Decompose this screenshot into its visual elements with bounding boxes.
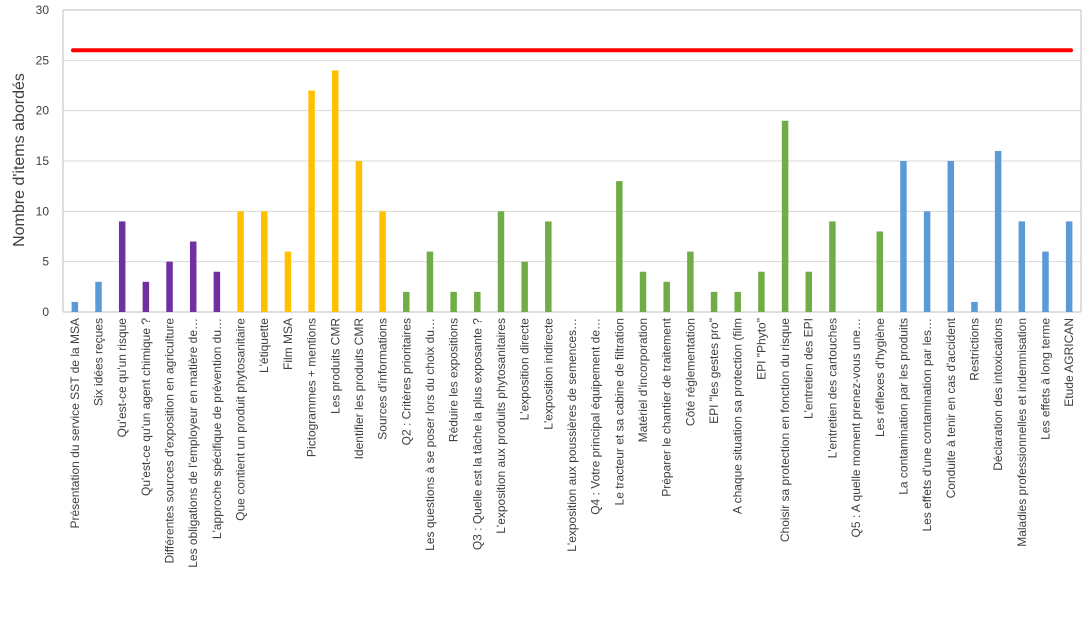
x-tick-label: Etude AGRICAN	[1062, 318, 1076, 407]
bar	[260, 211, 268, 312]
x-tick-label: Choisir sa protection en fonction du ris…	[778, 318, 792, 542]
x-tick-label: L'approche spécifique de prévention du…	[210, 318, 224, 539]
y-tick-label: 0	[42, 305, 49, 319]
x-tick-label: Film MSA	[281, 318, 295, 370]
x-tick-label: L'entretien des EPI	[802, 318, 816, 419]
x-tick-label: Restrictions	[967, 318, 981, 381]
y-tick-labels: 0 5 10 15 20 25 30	[36, 3, 50, 319]
x-tick-label: Qu'est-ce qu'un agent chimique ?	[139, 318, 153, 496]
bar	[189, 241, 197, 312]
x-tick-label: L'exposition directe	[518, 318, 532, 421]
x-tick-label: Les obligations de l'employeur en matièr…	[186, 318, 200, 568]
bar	[1065, 221, 1073, 312]
y-tick-label: 10	[36, 204, 50, 218]
x-tick-label: Déclaration des intoxications	[991, 318, 1005, 471]
x-tick-label: A chaque situation sa protection (film	[731, 318, 745, 514]
bar	[474, 291, 481, 312]
bar	[971, 301, 978, 312]
bar	[900, 161, 907, 312]
x-tick-label: Les effets à long terme	[1038, 318, 1052, 440]
bar	[95, 281, 102, 312]
bar	[166, 261, 173, 312]
y-tick-label: 5	[42, 255, 49, 269]
bars	[71, 70, 1073, 313]
x-tick-label: Présentation du service SST de la MSA	[68, 318, 82, 529]
x-tick-label: Préparer le chantier de traitement	[660, 317, 674, 496]
x-tick-label: La contamination par les produits	[896, 318, 910, 495]
bar	[426, 251, 434, 312]
x-tick-labels: Présentation du service SST de la MSA Six…	[68, 317, 1076, 567]
bar	[876, 231, 884, 312]
bar	[710, 291, 718, 312]
bar	[616, 181, 623, 312]
bar	[284, 251, 292, 312]
x-tick-label: Pictogrammes + mentions	[305, 318, 319, 457]
x-tick-label: EPI "Phyto"	[754, 318, 768, 380]
bar	[308, 90, 315, 313]
y-tick-label: 20	[36, 104, 50, 118]
x-tick-label: Côté réglementation	[683, 318, 697, 426]
x-tick-label: Que contient un produit phytosanitaire	[234, 318, 248, 521]
bar	[71, 301, 79, 312]
bar	[450, 291, 457, 312]
bar	[545, 221, 552, 312]
x-tick-label: Q5 : A quelle moment prenez-vous une…	[849, 318, 863, 537]
x-tick-label: Les réflexes d'hygiène	[873, 318, 887, 437]
x-tick-label: Différentes sources d'exposition en agri…	[163, 318, 177, 564]
x-tick-label: Les questions à se poser lors du choix d…	[423, 318, 437, 551]
bar	[521, 261, 528, 312]
bar	[213, 271, 221, 312]
bar	[639, 271, 647, 312]
bar	[1042, 251, 1049, 312]
bar	[923, 211, 931, 312]
bar	[118, 221, 126, 312]
bar	[734, 291, 741, 312]
x-tick-label: Les produits CMR	[328, 318, 342, 414]
bar	[805, 271, 812, 312]
bar	[758, 271, 765, 312]
x-tick-label: Réduire les expositions	[447, 318, 461, 442]
bar	[687, 251, 694, 312]
bar	[829, 221, 836, 312]
bar	[497, 211, 505, 312]
bar	[994, 150, 1002, 312]
x-tick-label: L'exposition aux produits phytosanitaire…	[494, 318, 508, 534]
bar	[237, 211, 244, 312]
bar	[332, 70, 339, 313]
y-tick-label: 15	[36, 154, 50, 168]
x-tick-label: Conduite à tenir en cas d'accident	[944, 317, 958, 498]
y-axis-title: Nombre d'items abordés	[11, 73, 28, 247]
bar	[947, 161, 955, 312]
bar	[781, 120, 789, 312]
x-tick-label: Le tracteur et sa cabine de filtration	[612, 318, 626, 505]
x-tick-label: L'étiquette	[257, 318, 271, 373]
x-tick-label: Q3 : Quelle est la tâche la plus exposan…	[470, 318, 484, 550]
bar	[1018, 221, 1026, 312]
x-tick-label: Matériel d'incorporation	[636, 318, 650, 442]
x-tick-label: L'exposition aux poussières de semences…	[565, 318, 579, 552]
x-tick-label: EPI "les gestes pro"	[707, 318, 721, 424]
x-tick-label: Six idées reçues	[92, 318, 106, 406]
x-tick-label: Les effets d'une contamination par les…	[920, 318, 934, 532]
bar	[142, 281, 150, 312]
y-tick-label: 25	[36, 53, 50, 67]
x-tick-label: Identifier les produits CMR	[352, 318, 366, 460]
x-tick-label: Q2 : Critères prioritaires	[399, 318, 413, 445]
x-tick-label: L'exposition indirecte	[541, 318, 555, 430]
x-tick-label: Q4 : Votre principal équipement de…	[589, 318, 603, 515]
bar	[403, 291, 410, 312]
bar	[355, 161, 363, 312]
x-tick-label: Maladies professionnelles et indemnisati…	[1015, 318, 1029, 547]
axes	[62, 9, 1082, 313]
x-tick-label: Qu'est-ce qu'un risque	[115, 318, 129, 438]
y-tick-label: 30	[36, 3, 50, 17]
x-tick-label: L'entretien des cartouches	[825, 318, 839, 458]
bar	[379, 211, 386, 312]
bar	[663, 281, 670, 312]
x-tick-label: Sources d'informations	[376, 318, 390, 440]
